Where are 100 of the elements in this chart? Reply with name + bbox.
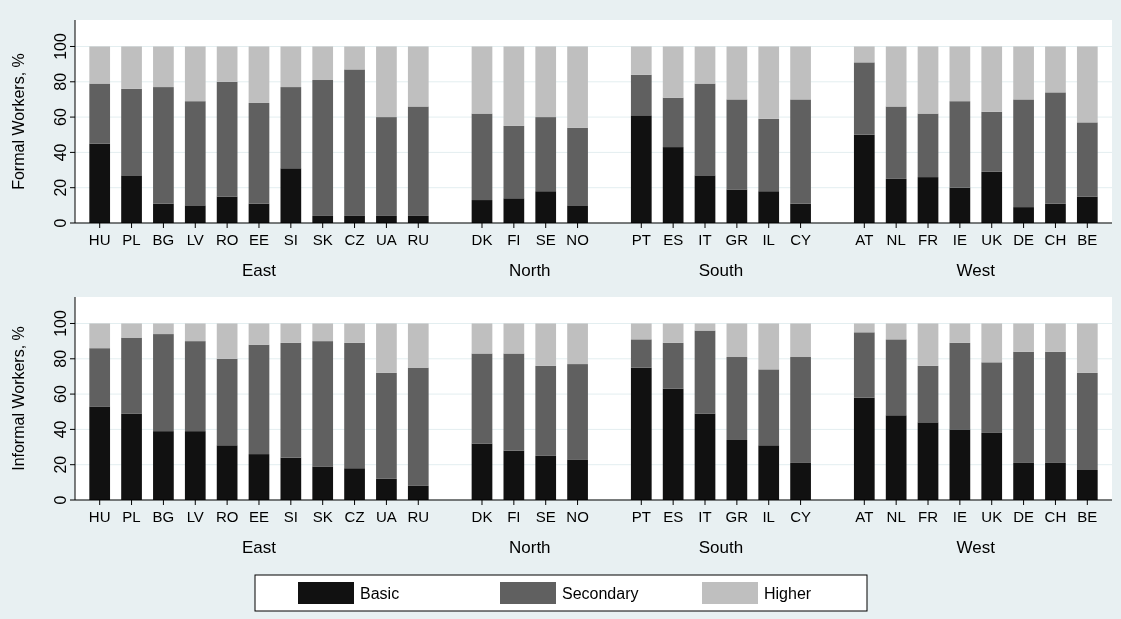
bar	[726, 323, 748, 358]
bar	[758, 445, 780, 500]
bar	[248, 203, 270, 223]
x-tick-label: HU	[88, 231, 111, 248]
x-tick-label: CY	[790, 508, 811, 525]
x-tick-label: DK	[471, 508, 493, 525]
x-tick-label: SI	[283, 231, 298, 248]
bar	[853, 397, 875, 500]
bar	[121, 413, 142, 500]
bar	[790, 99, 811, 204]
bar	[344, 468, 365, 500]
x-tick-label: GR	[725, 508, 749, 525]
bar	[153, 323, 174, 335]
bar	[694, 323, 716, 331]
bar	[376, 478, 397, 500]
bar	[89, 323, 111, 349]
bar	[630, 115, 652, 223]
bar	[312, 341, 334, 467]
bar	[1013, 351, 1034, 463]
x-tick-label: FR	[918, 508, 939, 525]
bar	[790, 46, 811, 100]
text: West	[956, 261, 996, 280]
x-tick-label: EE	[248, 231, 269, 248]
bar	[981, 323, 1003, 363]
bar	[535, 191, 557, 223]
bar	[312, 466, 334, 500]
bar	[790, 323, 811, 358]
bar	[694, 413, 716, 500]
x-tick-label: BE	[1077, 231, 1098, 248]
bar	[344, 342, 365, 469]
x-tick-label: CH	[1044, 231, 1067, 248]
bar	[567, 46, 588, 128]
text: North	[508, 538, 551, 557]
x-tick-label: UK	[981, 508, 1003, 525]
bar	[184, 323, 206, 342]
bar	[503, 198, 525, 223]
bar	[630, 74, 652, 116]
bar	[471, 46, 493, 114]
bar	[917, 46, 939, 114]
x-tick-label: UA	[376, 508, 397, 525]
bar	[376, 372, 397, 479]
bar	[216, 81, 238, 197]
x-tick-label: IT	[698, 231, 712, 248]
x-tick-label: GR	[725, 231, 749, 248]
y-tick-label: 60	[52, 108, 69, 126]
bar	[407, 46, 429, 107]
bar	[885, 415, 907, 500]
bar	[1076, 46, 1098, 123]
x-tick-label: SK	[312, 508, 333, 525]
bar	[407, 323, 429, 368]
text: East	[241, 261, 277, 280]
bar	[216, 46, 238, 82]
bar	[758, 191, 780, 223]
bar	[344, 46, 365, 70]
bar	[503, 450, 525, 500]
bar	[216, 323, 238, 359]
x-tick-label: NO	[566, 508, 589, 525]
bar	[535, 323, 557, 366]
bar	[630, 46, 652, 75]
bar	[726, 99, 748, 190]
y-tick-label: 80	[52, 349, 69, 368]
bar	[503, 125, 525, 199]
bar	[248, 46, 270, 103]
bar	[184, 101, 206, 206]
bar	[312, 323, 334, 342]
bar	[184, 341, 206, 432]
bar	[1045, 92, 1066, 204]
bar	[471, 323, 493, 354]
bar	[981, 432, 1003, 500]
x-tick-label: SK	[312, 231, 333, 248]
bar	[567, 127, 588, 206]
bar	[153, 334, 174, 432]
y-axis-title: Informal Workers, %	[10, 326, 27, 471]
bar	[949, 46, 971, 102]
bar	[917, 365, 939, 423]
bar	[949, 101, 971, 188]
bar	[89, 46, 111, 84]
bar	[885, 46, 907, 107]
bar	[407, 367, 429, 486]
x-tick-label: DE	[1013, 231, 1035, 248]
x-tick-label: IT	[698, 508, 712, 525]
bar	[121, 88, 142, 176]
bar	[1013, 99, 1034, 208]
bar	[949, 342, 971, 430]
bar	[407, 106, 429, 216]
bar	[662, 342, 684, 389]
bar	[758, 369, 780, 446]
x-tick-label: FI	[507, 231, 521, 248]
bar	[1076, 323, 1098, 373]
x-tick-label: NL	[886, 508, 906, 525]
bar	[471, 443, 493, 500]
bar	[248, 323, 270, 345]
bar	[630, 339, 652, 368]
x-tick-label: IE	[952, 231, 967, 248]
x-tick-label: CZ	[344, 231, 365, 248]
x-tick-label: PL	[122, 508, 141, 525]
bar	[694, 83, 716, 176]
bar	[949, 187, 971, 223]
bar	[471, 113, 493, 201]
bar	[280, 323, 302, 343]
